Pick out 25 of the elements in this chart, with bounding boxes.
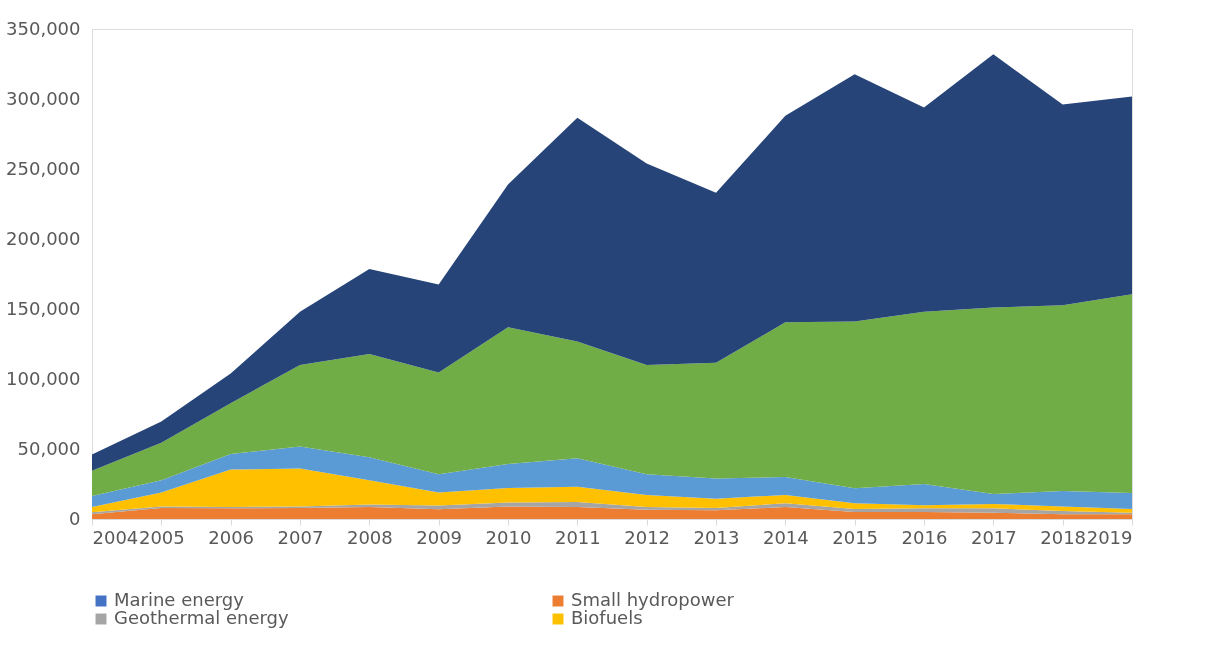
x-tick-label: 2015 xyxy=(832,526,879,548)
x-tick-label: 2011 xyxy=(554,526,601,548)
legend-label: Marine energy xyxy=(114,589,245,610)
y-tick-label: 150,000 xyxy=(6,297,81,319)
y-tick-label: 250,000 xyxy=(6,157,81,179)
y-tick-label: 300,000 xyxy=(6,87,81,109)
y-tick-label: 350,000 xyxy=(6,17,81,39)
x-tick-label: 2017 xyxy=(970,526,1017,548)
x-tick-label: 2009 xyxy=(416,526,463,548)
x-tick-label: 2012 xyxy=(624,526,671,548)
x-tick-label: 2005 xyxy=(138,526,185,548)
x-tick-label: 2019 xyxy=(1086,526,1133,548)
x-tick-label: 2016 xyxy=(901,526,948,548)
x-tick-label: 2006 xyxy=(208,526,255,548)
y-tick-label: 200,000 xyxy=(6,227,81,249)
x-tick-label: 2008 xyxy=(346,526,393,548)
x-tick-label: 2018 xyxy=(1040,526,1087,548)
x-tick-label: 2004 xyxy=(92,526,139,548)
y-tick-label: 100,000 xyxy=(6,367,81,389)
y-tick-label: 0 xyxy=(69,507,81,529)
x-tick-label: 2007 xyxy=(277,526,324,548)
x-tick-label: 2013 xyxy=(693,526,740,548)
y-tick-label: 50,000 xyxy=(17,437,81,459)
x-tick-label: 2010 xyxy=(485,526,532,548)
x-tick-label: 2014 xyxy=(762,526,809,548)
